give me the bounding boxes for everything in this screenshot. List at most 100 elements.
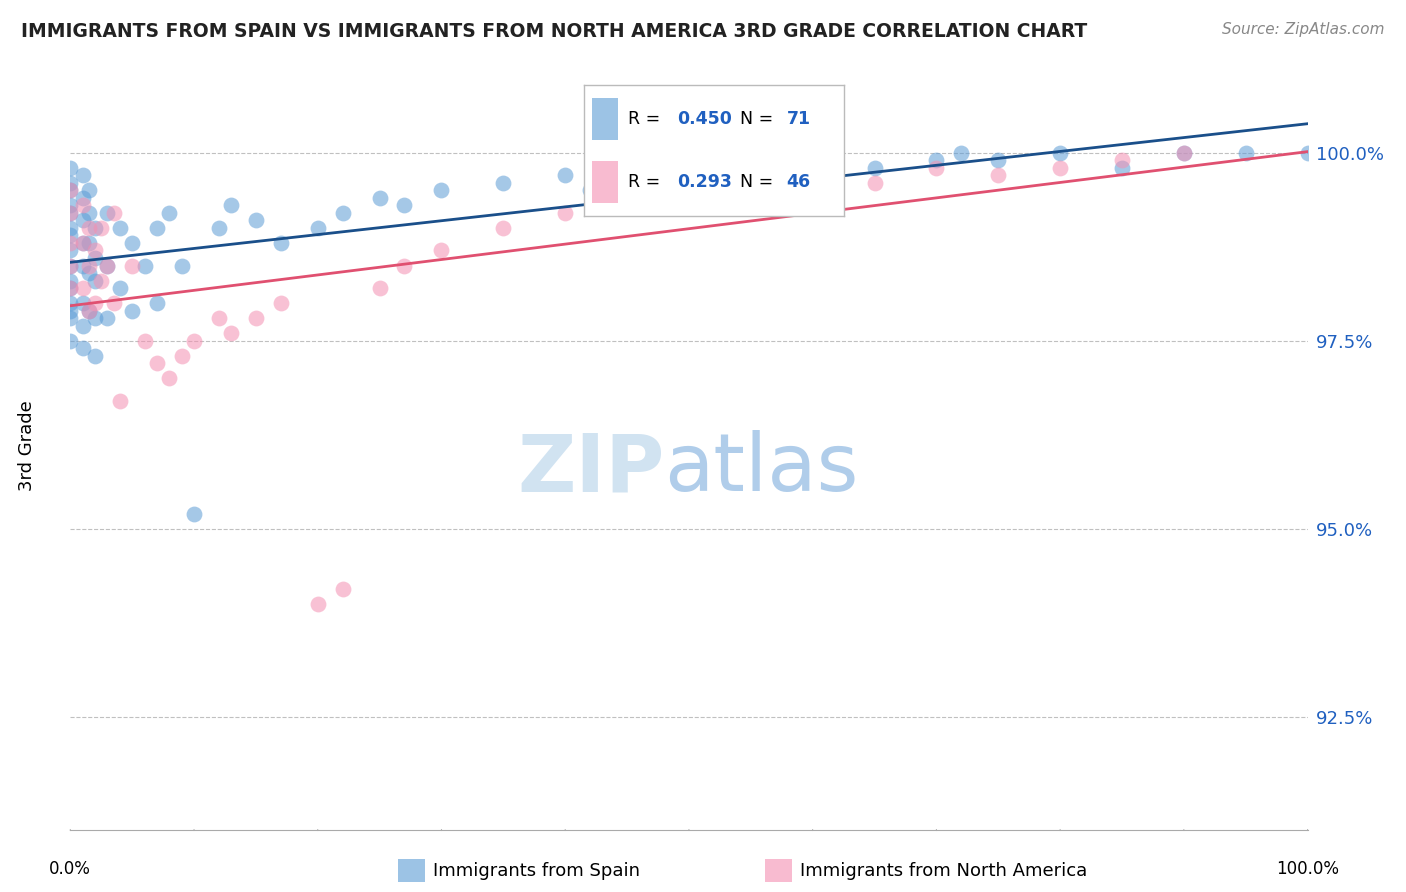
Point xyxy=(59,296,82,310)
Point xyxy=(492,220,515,235)
Point xyxy=(108,220,131,235)
Point xyxy=(59,183,82,197)
Point xyxy=(72,235,94,250)
Text: ZIP: ZIP xyxy=(517,430,664,508)
Point xyxy=(332,206,354,220)
Point xyxy=(72,341,94,355)
Point xyxy=(245,213,267,227)
Point xyxy=(84,274,107,288)
Point xyxy=(208,311,231,326)
Point xyxy=(121,259,143,273)
Point xyxy=(219,198,242,212)
Point xyxy=(77,220,100,235)
Point xyxy=(84,220,107,235)
Point xyxy=(59,274,82,288)
Point xyxy=(59,206,82,220)
Point xyxy=(96,259,118,273)
Point xyxy=(77,266,100,280)
Point xyxy=(307,220,329,235)
Point xyxy=(59,281,82,295)
Text: Immigrants from Spain: Immigrants from Spain xyxy=(433,862,640,880)
Point xyxy=(84,311,107,326)
Point xyxy=(72,168,94,182)
Point xyxy=(678,161,700,175)
Point xyxy=(121,303,143,318)
Point xyxy=(59,259,82,273)
Point xyxy=(430,183,453,197)
Point xyxy=(59,334,82,348)
Point xyxy=(740,183,762,197)
Point xyxy=(1049,145,1071,160)
Point xyxy=(96,206,118,220)
Point xyxy=(430,244,453,258)
Point xyxy=(90,274,112,288)
Point xyxy=(270,235,292,250)
Text: atlas: atlas xyxy=(664,430,859,508)
Text: 100.0%: 100.0% xyxy=(1277,860,1339,878)
Point xyxy=(368,281,391,295)
Point xyxy=(59,220,82,235)
Point xyxy=(103,206,125,220)
Point xyxy=(616,198,638,212)
Point xyxy=(1111,153,1133,168)
Point xyxy=(84,296,107,310)
Point xyxy=(245,311,267,326)
Point xyxy=(84,251,107,265)
Bar xyxy=(398,859,425,882)
Point xyxy=(332,582,354,596)
Point xyxy=(59,259,82,273)
Point xyxy=(801,153,824,168)
Point xyxy=(208,220,231,235)
Point xyxy=(987,168,1010,182)
Point xyxy=(492,176,515,190)
Point xyxy=(72,281,94,295)
Point xyxy=(84,349,107,363)
Point xyxy=(59,235,82,250)
Point xyxy=(1234,145,1257,160)
Point xyxy=(863,176,886,190)
Point xyxy=(950,145,973,160)
Point xyxy=(77,235,100,250)
Point xyxy=(108,281,131,295)
Text: 0.0%: 0.0% xyxy=(49,860,91,878)
Point xyxy=(59,311,82,326)
Point xyxy=(146,296,169,310)
Point xyxy=(72,235,94,250)
Point xyxy=(96,259,118,273)
Point xyxy=(1173,145,1195,160)
Text: Immigrants from North America: Immigrants from North America xyxy=(800,862,1087,880)
Point xyxy=(72,198,94,212)
Point xyxy=(77,206,100,220)
Point xyxy=(394,198,416,212)
Point xyxy=(108,393,131,408)
Point xyxy=(77,259,100,273)
Point xyxy=(84,244,107,258)
Point xyxy=(368,191,391,205)
Point xyxy=(616,176,638,190)
Point xyxy=(59,303,82,318)
Point xyxy=(59,281,82,295)
Point xyxy=(925,161,948,175)
Point xyxy=(183,507,205,521)
Point xyxy=(134,334,156,348)
Point xyxy=(121,235,143,250)
Point xyxy=(59,244,82,258)
Point xyxy=(146,356,169,370)
Point xyxy=(59,183,82,197)
Point xyxy=(1049,161,1071,175)
Text: 3rd Grade: 3rd Grade xyxy=(18,401,35,491)
Point xyxy=(59,161,82,175)
Point xyxy=(554,206,576,220)
Point xyxy=(72,191,94,205)
Point xyxy=(579,183,602,197)
Point xyxy=(72,259,94,273)
Point xyxy=(103,296,125,310)
Point xyxy=(72,318,94,333)
Point xyxy=(270,296,292,310)
Point xyxy=(90,220,112,235)
Point xyxy=(678,191,700,205)
Point xyxy=(740,168,762,182)
Point xyxy=(77,303,100,318)
Point xyxy=(1296,145,1319,160)
Point xyxy=(394,259,416,273)
